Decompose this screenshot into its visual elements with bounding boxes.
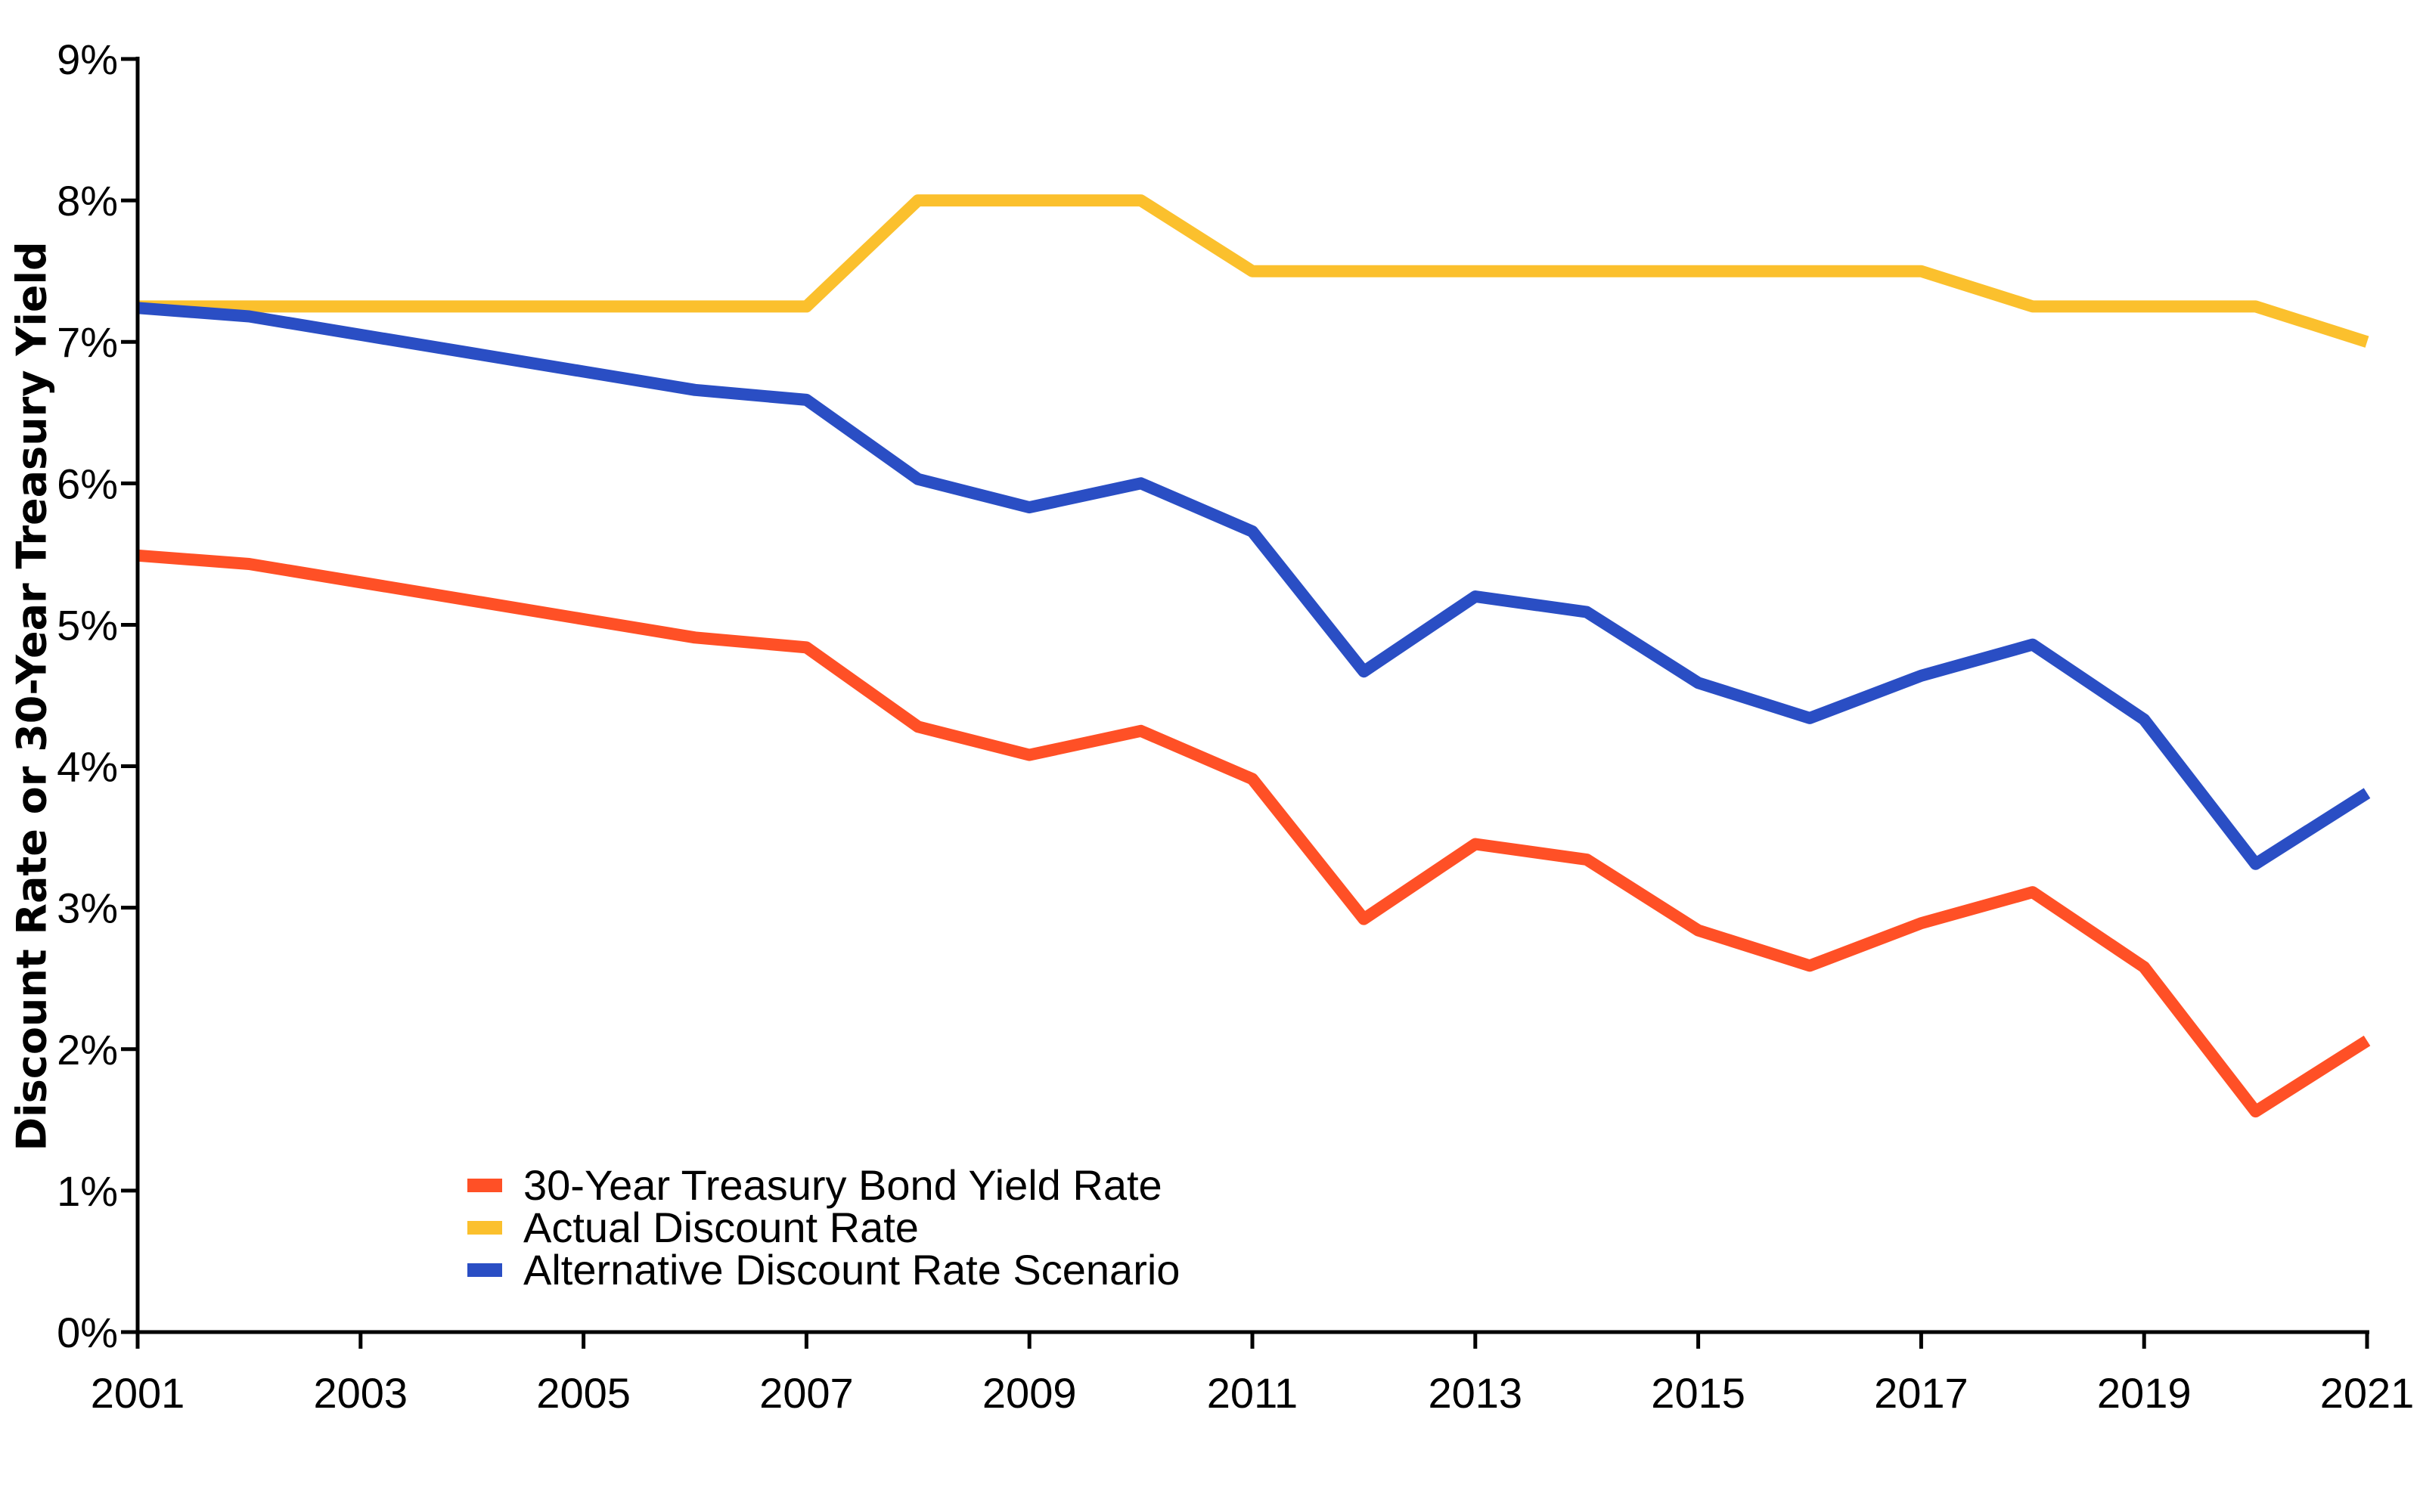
x-tick-label: 2001	[91, 1369, 185, 1417]
legend-label: Actual Discount Rate	[523, 1204, 919, 1251]
y-tick-label: 3%	[57, 885, 118, 932]
y-tick-label: 9%	[57, 36, 118, 83]
series-layer	[137, 194, 2371, 1118]
y-axis-title: Discount Rate or 30-Year Treasury Yield	[8, 241, 56, 1151]
legend-label: Alternative Discount Rate Scenario	[523, 1246, 1180, 1294]
x-tick-label: 2007	[759, 1369, 854, 1417]
y-ticks: 0% 1% 2% 3% 4% 5% 6% 7% 8% 9%	[57, 36, 138, 1356]
y-tick-label: 4%	[57, 743, 118, 791]
y-tick-label: 1%	[57, 1167, 118, 1215]
x-ticks: 2001 2003 2005 2007 2009 2011 2013 2015 2017 2019…	[91, 1332, 2415, 1417]
x-tick-label: 2021	[2320, 1369, 2415, 1417]
x-tick-label: 2009	[982, 1369, 1077, 1417]
y-tick-label: 0%	[57, 1309, 118, 1356]
series-line-3	[137, 302, 2371, 870]
x-tick-label: 2015	[1651, 1369, 1745, 1417]
legend-label: 30-Year Treasury Bond Yield Rate	[523, 1161, 1162, 1209]
legend-swatch	[467, 1221, 502, 1235]
axes-layer	[135, 57, 2369, 1334]
y-tick-label: 7%	[57, 318, 118, 366]
y-tick-label: 5%	[57, 601, 118, 649]
y-tick-label: 2%	[57, 1026, 118, 1074]
y-tick-label: 8%	[57, 177, 118, 225]
x-tick-label: 2011	[1207, 1369, 1298, 1417]
legend-swatch	[467, 1263, 502, 1277]
x-tick-label: 2003	[314, 1369, 408, 1417]
x-tick-label: 2005	[536, 1369, 631, 1417]
x-tick-label: 2013	[1429, 1369, 1523, 1417]
series-line-2	[138, 194, 2369, 348]
y-tick-label: 6%	[57, 460, 118, 507]
series-line-1	[137, 549, 2371, 1118]
legend-swatch	[467, 1179, 502, 1192]
x-tick-label: 2019	[2097, 1369, 2192, 1417]
x-tick-label: 2017	[1874, 1369, 1969, 1417]
